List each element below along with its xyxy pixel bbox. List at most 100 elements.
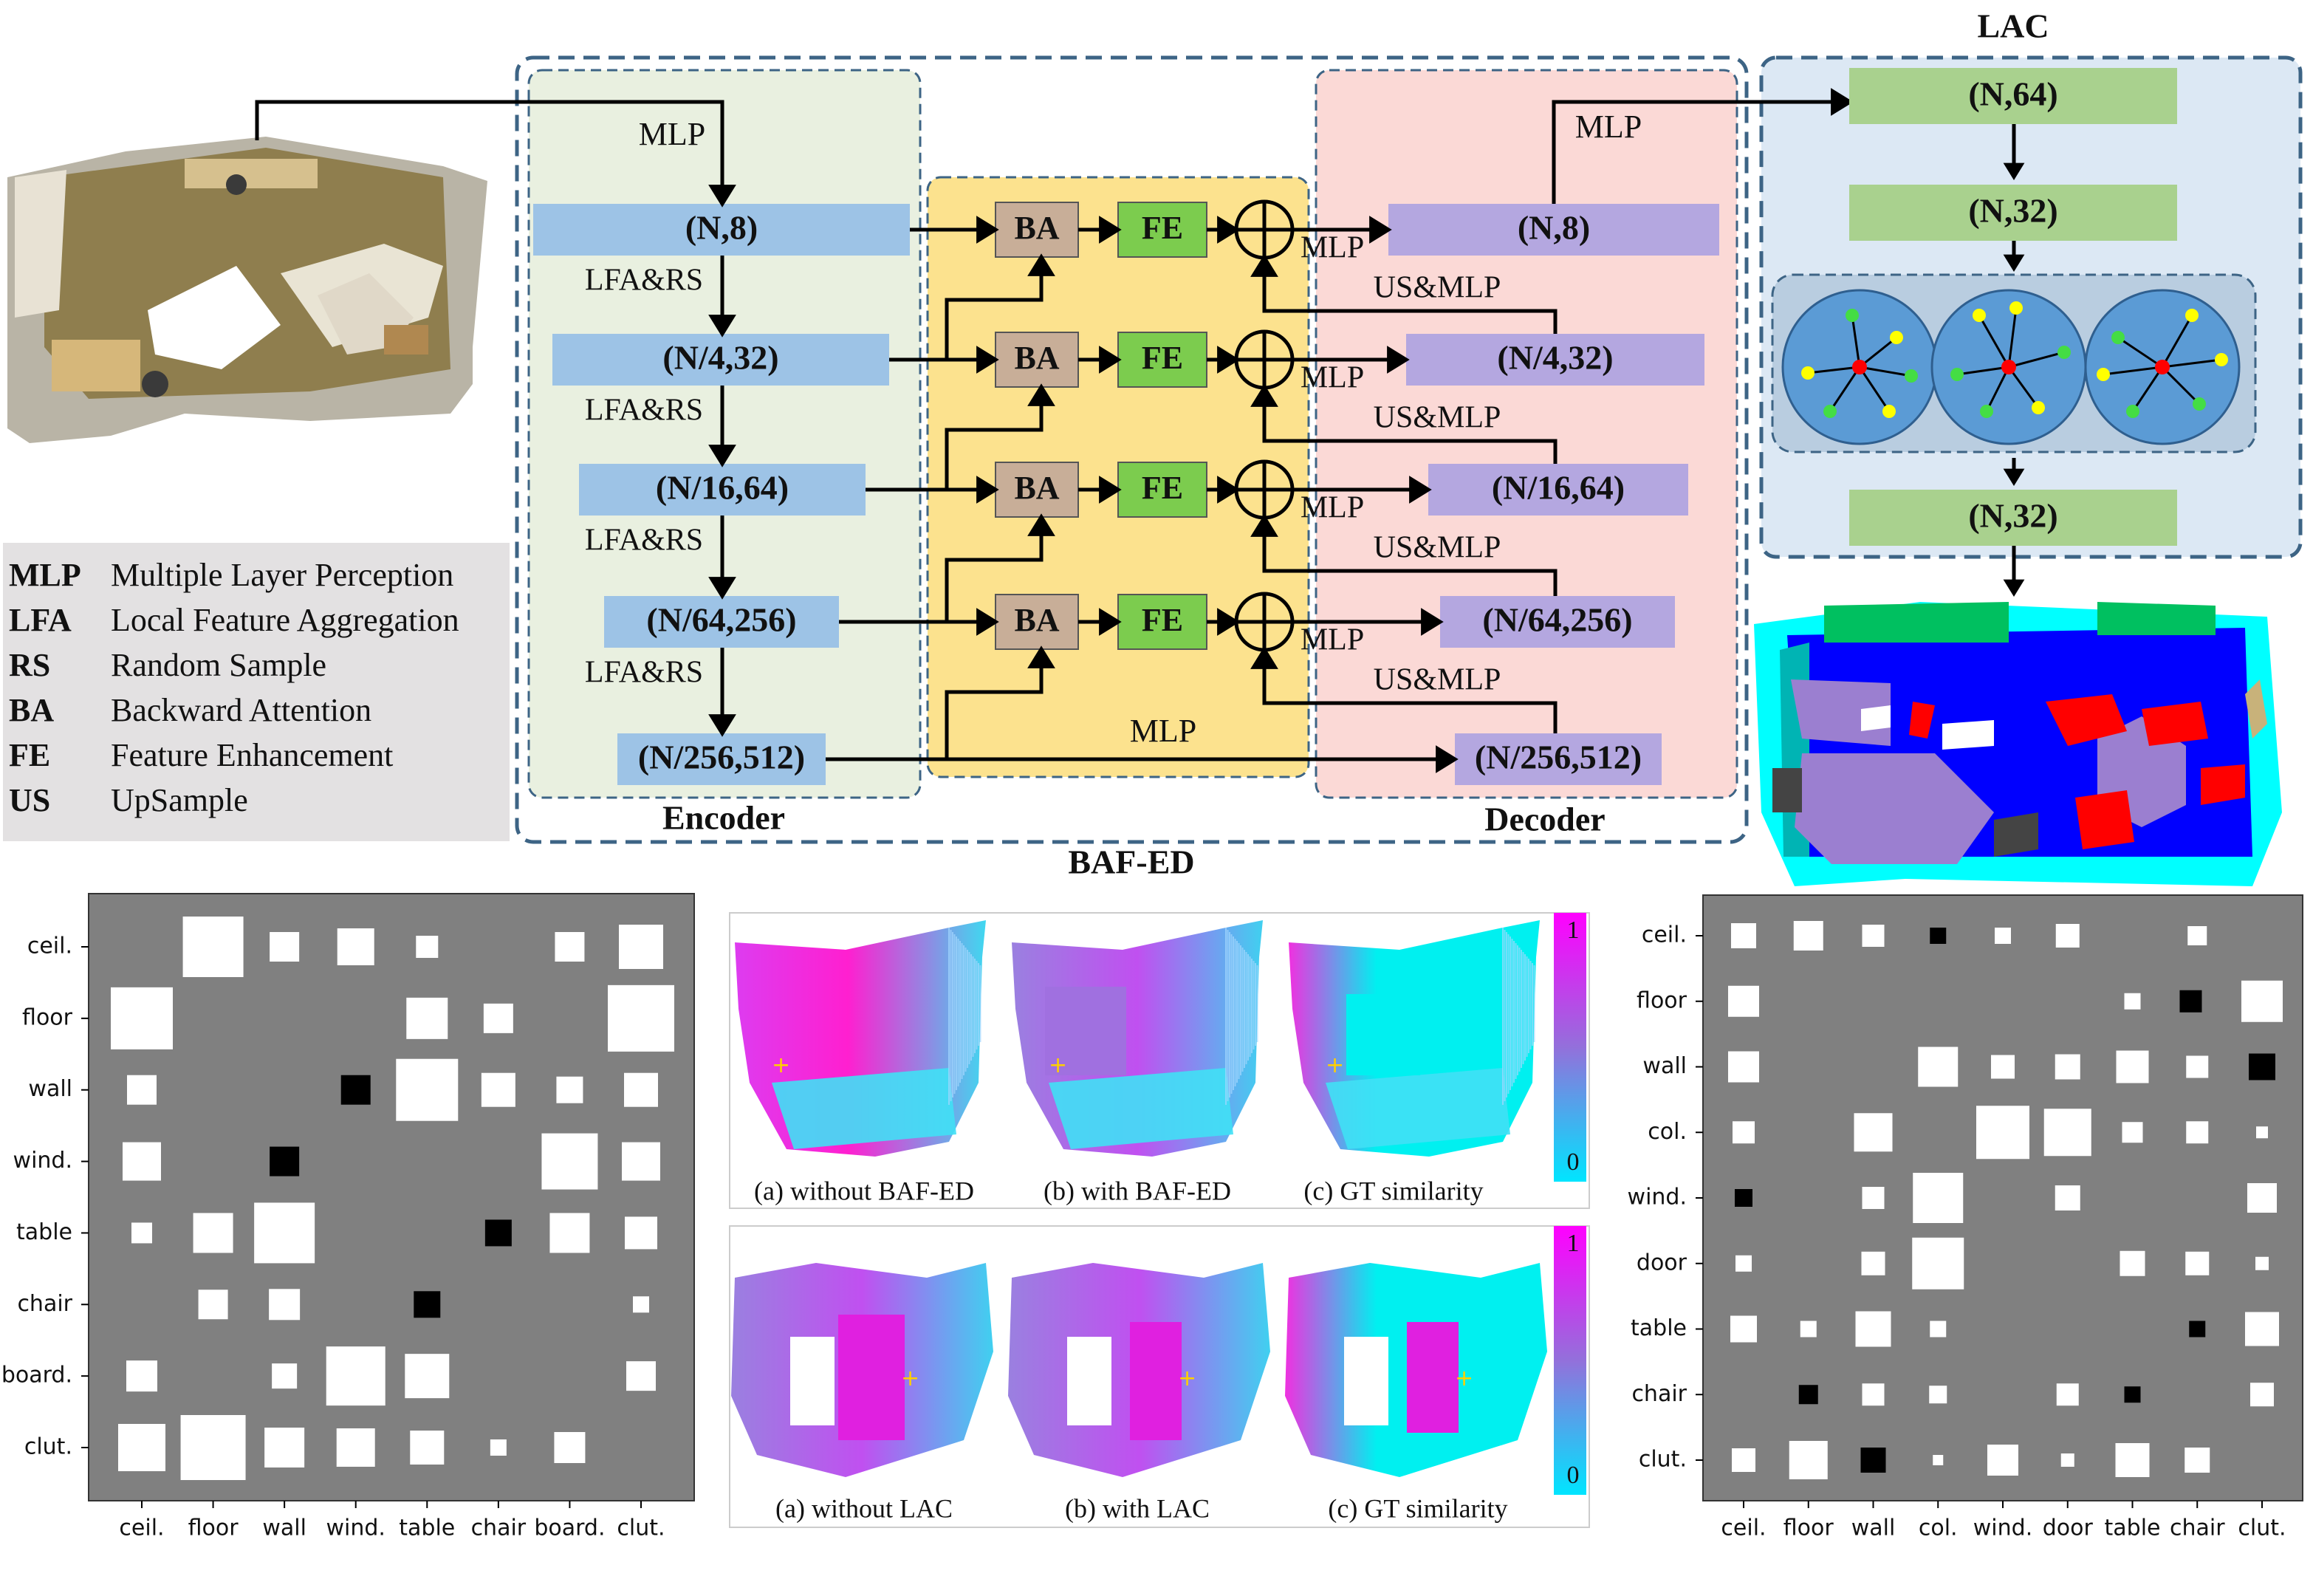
matrix-cell <box>549 1213 590 1253</box>
lac-stage-box <box>1849 185 2177 241</box>
matrix-cell <box>254 1202 315 1264</box>
arrow-head <box>2003 579 2025 597</box>
lac-stage-box <box>1849 68 2177 124</box>
arrow-head <box>1217 216 1240 244</box>
matrix-cell <box>2055 1185 2080 1210</box>
encoder-stage-box <box>533 204 910 256</box>
matrix-col-label: clut. <box>617 1515 665 1541</box>
arrow-head <box>1409 476 1432 504</box>
color-scale-bar <box>1554 913 1586 1182</box>
matrix-col-label: ceil. <box>119 1515 164 1541</box>
arrow-head <box>2003 254 2025 272</box>
encoder-stage-box <box>604 596 839 648</box>
query-marker: + <box>1178 1366 1196 1391</box>
highlight-region <box>1130 1322 1182 1440</box>
neighbor-point <box>2215 353 2228 366</box>
decoder-stage-box <box>1388 204 1719 256</box>
matrix-col-label: clut. <box>2238 1515 2286 1541</box>
input-mlp-label: MLP <box>639 116 705 152</box>
heatmap-top-a: + <box>735 920 986 1157</box>
matrix-panel <box>88 893 695 1501</box>
matrix-col-label: chair <box>471 1515 527 1541</box>
arrow-head <box>1099 216 1122 244</box>
heatmap-top-b: + <box>1012 920 1263 1157</box>
matrix-cell <box>2241 980 2283 1022</box>
heatmap-caption: (b) with BAF-ED <box>1044 1176 1231 1205</box>
matrix-cell <box>1732 1448 1755 1472</box>
encoder-stage-label: (N/16,64) <box>656 469 789 507</box>
us-mlp-label: US&MLP <box>1374 531 1501 565</box>
matrix-col-label: wall <box>262 1515 306 1541</box>
matrix-row-label: table <box>16 1219 72 1245</box>
matrix-cell <box>626 1361 656 1391</box>
input-room-pointcloud <box>7 137 487 443</box>
legend-description: UpSample <box>111 782 248 818</box>
encoder-stage-label: (N/4,32) <box>662 339 778 377</box>
heatmap-caption: (c) GT similarity <box>1328 1493 1507 1523</box>
lfa-rs-label: LFA&RS <box>585 656 703 690</box>
matrix-col-label: floor <box>188 1515 239 1541</box>
matrix-row-label: floor <box>22 1004 73 1030</box>
matrix-cell <box>1918 1047 1959 1087</box>
matrix-row-label: ceil. <box>1642 922 1687 948</box>
query-marker: + <box>1326 1052 1344 1078</box>
matrix-cell <box>1933 1455 1944 1465</box>
neighbor-point <box>2111 331 2125 344</box>
legend-abbreviation: LFA <box>9 602 72 638</box>
arrow-head <box>1099 476 1122 504</box>
neighbor-point <box>2185 309 2199 322</box>
merge-mlp-label: MLP <box>1301 623 1364 657</box>
legend-description: Feature Enhancement <box>111 737 394 773</box>
lfa-rs-label: LFA&RS <box>585 264 703 298</box>
us-mlp-label: US&MLP <box>1374 401 1501 435</box>
matrix-cell <box>2179 990 2202 1013</box>
matrix-col-label: ceil. <box>1721 1515 1766 1541</box>
center-point <box>2155 360 2170 374</box>
matrix-cell <box>180 1415 246 1480</box>
matrix-cell <box>1862 1383 1885 1406</box>
matrix-cell <box>619 925 663 969</box>
heatmap-caption: (a) without LAC <box>775 1493 953 1523</box>
legend-abbreviation: BA <box>9 692 55 728</box>
matrix-row-label: col. <box>1648 1119 1687 1145</box>
matrix-cell <box>1728 985 1759 1017</box>
matrix-cell <box>2115 1443 2150 1477</box>
matrix-cell <box>1860 1448 1886 1473</box>
arrow-head <box>976 608 999 636</box>
matrix-cell <box>556 1076 583 1103</box>
neighbor-point <box>1950 368 1964 381</box>
matrix-cell <box>198 1290 228 1320</box>
query-marker: + <box>1049 1052 1067 1078</box>
matrix-cell <box>1976 1106 2029 1160</box>
bottom-mlp-label: MLP <box>1130 713 1196 749</box>
arrow-head <box>1387 346 1410 374</box>
matrix-cell <box>269 1289 301 1321</box>
matrix-cell <box>1855 1311 1891 1347</box>
matrix-cell <box>1735 1189 1752 1207</box>
lac-stage-label: (N,64) <box>1968 75 2057 113</box>
merge-mlp-label: MLP <box>1301 361 1364 395</box>
matrix-row-label: table <box>1631 1315 1687 1341</box>
matrix-cell <box>270 932 300 962</box>
matrix-col-label: table <box>399 1515 455 1541</box>
matrix-cell <box>608 984 674 1052</box>
neighbor-point <box>1905 369 1918 383</box>
matrix-col-label: floor <box>1783 1515 1834 1541</box>
arrow-head <box>976 216 999 244</box>
matrix-cell <box>126 1360 157 1392</box>
arrow-head <box>708 577 736 600</box>
matrix-cell <box>483 1003 513 1033</box>
query-marker: + <box>1455 1366 1473 1391</box>
matrix-cell <box>326 1346 386 1406</box>
neighbor-point <box>2097 368 2110 381</box>
matrix-cell <box>2247 1183 2277 1213</box>
matrix-cell <box>2122 1122 2143 1143</box>
matrix-cell <box>2124 1386 2141 1403</box>
matrix-cell <box>410 1431 445 1465</box>
arrow-head <box>1369 216 1392 244</box>
decoder-stage-label: (N/4,32) <box>1497 339 1613 377</box>
matrix-row-label: wind. <box>1628 1185 1687 1210</box>
neighbor-point <box>1846 309 1859 322</box>
abbreviation-legend: MLP Multiple Layer Perception LFA Local Fea… <box>3 543 510 841</box>
ba-label: BA <box>1014 602 1059 638</box>
